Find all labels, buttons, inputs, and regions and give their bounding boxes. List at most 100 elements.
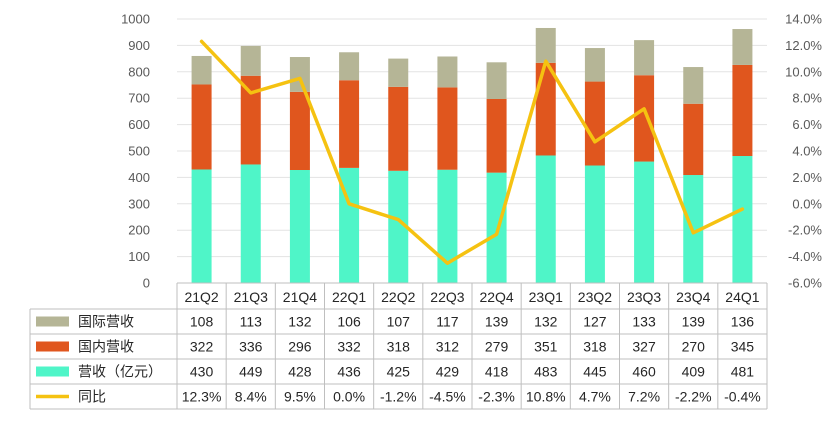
table-cell: 0.0% bbox=[333, 389, 365, 405]
y-right-tick-label: 8.0% bbox=[792, 91, 822, 106]
bar-segment bbox=[584, 81, 605, 166]
legend-label: 营收（亿元） bbox=[78, 364, 162, 380]
table-cell: 430 bbox=[190, 364, 214, 380]
y-left-tick-label: 200 bbox=[128, 223, 150, 238]
yoy-line bbox=[199, 39, 745, 265]
bar-segment bbox=[584, 165, 605, 283]
bar-segment bbox=[437, 169, 458, 283]
y-right-tick-label: -6.0% bbox=[788, 276, 822, 291]
table-cell: 4.7% bbox=[579, 389, 611, 405]
table-cell: -0.4% bbox=[724, 389, 761, 405]
table-cell: 139 bbox=[485, 314, 509, 330]
table-cell: 481 bbox=[731, 364, 755, 380]
category-label: 23Q2 bbox=[578, 289, 612, 305]
bar-segment bbox=[584, 48, 605, 82]
bar-segment bbox=[240, 164, 261, 283]
y-right-tick-label: -2.0% bbox=[788, 223, 822, 238]
category-label: 24Q1 bbox=[725, 289, 759, 305]
y-left-tick-label: 600 bbox=[128, 117, 150, 132]
y-right-tick-label: 4.0% bbox=[792, 144, 822, 159]
table-cell: 9.5% bbox=[284, 389, 316, 405]
table-cell: 132 bbox=[288, 314, 312, 330]
y-right-tick-label: 14.0% bbox=[785, 12, 822, 27]
table-cell: -2.2% bbox=[675, 389, 712, 405]
legend-label: 同比 bbox=[78, 389, 106, 405]
bar-segment bbox=[240, 75, 261, 165]
y-right-tick-label: 0.0% bbox=[792, 196, 822, 211]
y-right-tick-label: 6.0% bbox=[792, 117, 822, 132]
bar-segment bbox=[191, 169, 212, 283]
bar-segment bbox=[339, 167, 360, 283]
bar-segment bbox=[683, 67, 704, 104]
table-cell: 483 bbox=[534, 364, 558, 380]
table-cell: 12.3% bbox=[182, 389, 222, 405]
table-cell: 429 bbox=[436, 364, 460, 380]
bar-segment bbox=[486, 98, 507, 173]
table-cell: 322 bbox=[190, 339, 214, 355]
table-cell: 345 bbox=[731, 339, 755, 355]
legend-swatch bbox=[36, 341, 69, 352]
bar-segment bbox=[437, 87, 458, 170]
table-cell: 436 bbox=[337, 364, 361, 380]
bar-segment bbox=[732, 29, 753, 65]
category-label: 23Q4 bbox=[676, 289, 710, 305]
bar-segment bbox=[535, 155, 556, 283]
table-cell: 117 bbox=[436, 314, 459, 330]
table-cell: -1.2% bbox=[380, 389, 417, 405]
table-cell: 133 bbox=[632, 314, 656, 330]
gridlines bbox=[177, 18, 767, 284]
table-cell: 428 bbox=[288, 364, 312, 380]
table-cell: 336 bbox=[239, 339, 263, 355]
table-cell: 318 bbox=[583, 339, 607, 355]
table-cell: 312 bbox=[436, 339, 460, 355]
table-cell: 10.8% bbox=[526, 389, 566, 405]
y-left-tick-label: 800 bbox=[128, 64, 150, 79]
yoy-line-series bbox=[199, 39, 745, 265]
y-left-tick-label: 500 bbox=[128, 144, 150, 159]
legend-swatch bbox=[36, 366, 69, 377]
bar-series bbox=[191, 27, 753, 283]
y-axis-left: 0 100 200 300 400 500 600 700 800 900 1000 bbox=[121, 12, 150, 291]
table-cell: 418 bbox=[485, 364, 509, 380]
table-cell: 139 bbox=[682, 314, 706, 330]
bar-segment bbox=[634, 161, 655, 283]
bar-segment bbox=[289, 170, 310, 283]
bar-segment bbox=[289, 91, 310, 171]
bar-segment bbox=[732, 64, 753, 157]
table-cell: 132 bbox=[534, 314, 558, 330]
y-left-tick-label: 700 bbox=[128, 91, 150, 106]
category-label: 22Q1 bbox=[332, 289, 366, 305]
bar-segment bbox=[634, 75, 655, 162]
table-cell: 449 bbox=[239, 364, 263, 380]
table-cell: 327 bbox=[632, 339, 656, 355]
table-cell: 318 bbox=[387, 339, 411, 355]
y-right-tick-label: 2.0% bbox=[792, 170, 822, 185]
category-label: 23Q3 bbox=[627, 289, 661, 305]
table-cell: 113 bbox=[240, 314, 263, 330]
y-axis-right: -6.0% -4.0% -2.0% 0.0% 2.0% 4.0% 6.0% 8.0% 10.0%… bbox=[785, 12, 822, 291]
table-cell: 7.2% bbox=[628, 389, 660, 405]
table-cell: 409 bbox=[682, 364, 706, 380]
legend-swatch bbox=[36, 316, 69, 327]
bar-segment bbox=[683, 103, 704, 176]
table-cell: 107 bbox=[387, 314, 411, 330]
y-left-tick-label: 900 bbox=[128, 38, 150, 53]
table-cell: 270 bbox=[682, 339, 706, 355]
table-cell: 136 bbox=[731, 314, 755, 330]
category-label: 23Q1 bbox=[529, 289, 563, 305]
category-label: 22Q4 bbox=[479, 289, 513, 305]
category-label: 22Q3 bbox=[430, 289, 464, 305]
bar-segment bbox=[486, 62, 507, 99]
y-right-tick-label: 12.0% bbox=[785, 38, 822, 53]
y-left-tick-label: 400 bbox=[128, 170, 150, 185]
y-right-tick-label: 10.0% bbox=[785, 64, 822, 79]
table-cell: 108 bbox=[190, 314, 214, 330]
legend-label: 国内营收 bbox=[78, 339, 134, 355]
bar-segment bbox=[437, 56, 458, 88]
y-left-tick-label: 100 bbox=[128, 249, 150, 264]
bar-segment bbox=[535, 62, 556, 156]
table-cell: 460 bbox=[632, 364, 656, 380]
table-cell: 296 bbox=[288, 339, 312, 355]
table-cell: 332 bbox=[337, 339, 361, 355]
table-cell: 8.4% bbox=[235, 389, 267, 405]
